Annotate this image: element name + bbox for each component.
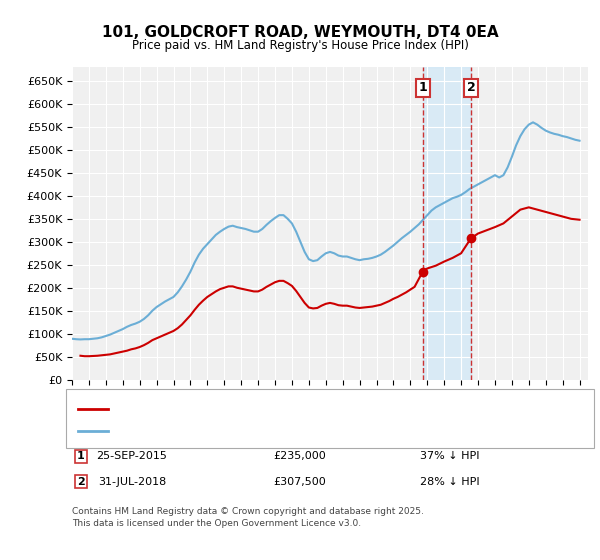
Text: 2: 2 — [467, 81, 475, 94]
Text: Price paid vs. HM Land Registry's House Price Index (HPI): Price paid vs. HM Land Registry's House … — [131, 39, 469, 52]
Text: 1: 1 — [418, 81, 427, 94]
Text: 28% ↓ HPI: 28% ↓ HPI — [420, 477, 480, 487]
Text: 37% ↓ HPI: 37% ↓ HPI — [420, 451, 480, 461]
Bar — [423, 67, 471, 380]
Text: 101, GOLDCROFT ROAD, WEYMOUTH, DT4 0EA: 101, GOLDCROFT ROAD, WEYMOUTH, DT4 0EA — [101, 25, 499, 40]
Text: £307,500: £307,500 — [274, 477, 326, 487]
Text: 31-JUL-2018: 31-JUL-2018 — [98, 477, 166, 487]
Text: 2: 2 — [77, 477, 85, 487]
Text: 1: 1 — [77, 451, 85, 461]
Text: Contains HM Land Registry data © Crown copyright and database right 2025.
This d: Contains HM Land Registry data © Crown c… — [72, 507, 424, 528]
Text: 101, GOLDCROFT ROAD, WEYMOUTH, DT4 0EA (detached house): 101, GOLDCROFT ROAD, WEYMOUTH, DT4 0EA (… — [114, 404, 453, 414]
Text: HPI: Average price, detached house, Dorset: HPI: Average price, detached house, Dors… — [114, 426, 341, 436]
Text: 25-SEP-2015: 25-SEP-2015 — [97, 451, 167, 461]
Text: £235,000: £235,000 — [274, 451, 326, 461]
